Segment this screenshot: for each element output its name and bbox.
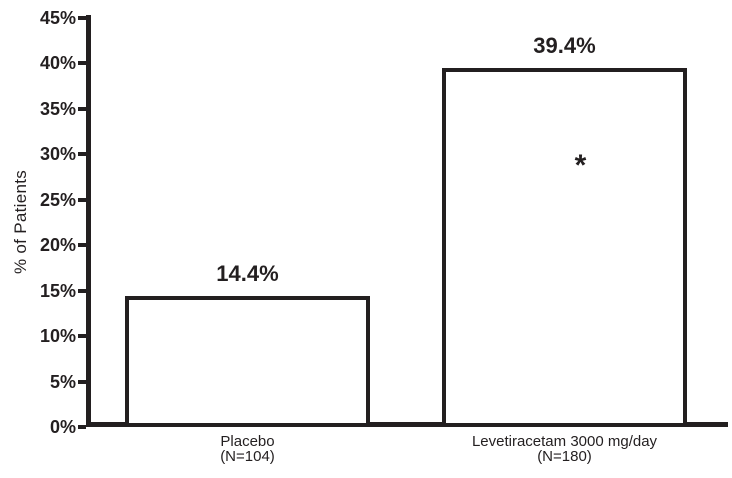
y-tick-mark xyxy=(78,334,86,338)
y-axis-title: % of Patients xyxy=(11,169,30,275)
y-tick-mark xyxy=(78,379,86,384)
y-tick-label: 30% xyxy=(39,144,76,164)
category-n: (N=180) xyxy=(537,448,592,465)
y-tick-label: 25% xyxy=(39,189,76,210)
y-tick-label: 15% xyxy=(39,280,76,301)
bar-category-label: Placebo (N=104) xyxy=(98,434,398,464)
category-n: (N=104) xyxy=(220,448,275,465)
y-tick-label: 35% xyxy=(39,98,76,119)
y-tick-mark xyxy=(78,288,86,293)
y-tick-mark xyxy=(78,197,86,202)
y-tick-mark xyxy=(78,243,86,247)
bar xyxy=(442,68,687,427)
y-tick-label: 45% xyxy=(39,7,76,28)
y-tick-mark xyxy=(78,61,86,65)
y-tick-mark xyxy=(78,106,86,111)
y-tick-label: 0% xyxy=(49,417,76,437)
y-tick-label: 5% xyxy=(49,371,76,392)
y-tick-mark xyxy=(78,152,86,156)
bar-value-label: 14.4% xyxy=(216,260,279,286)
y-tick-mark xyxy=(78,15,86,20)
bar xyxy=(125,295,370,427)
category-name: Levetiracetam 3000 mg/day xyxy=(471,433,658,450)
y-tick-label: 10% xyxy=(39,326,76,346)
y-axis-line xyxy=(86,15,91,427)
y-tick-label: 40% xyxy=(39,53,76,73)
bar-value-label: 39.4% xyxy=(533,33,596,59)
bar-category-label: Levetiracetam 3000 mg/day (N=180) xyxy=(415,434,715,464)
x-axis-line xyxy=(86,422,728,427)
y-tick-label: 20% xyxy=(39,235,76,255)
y-tick-mark xyxy=(78,425,86,429)
category-name: Placebo xyxy=(220,433,275,450)
significance-asterisk: * xyxy=(574,148,587,182)
